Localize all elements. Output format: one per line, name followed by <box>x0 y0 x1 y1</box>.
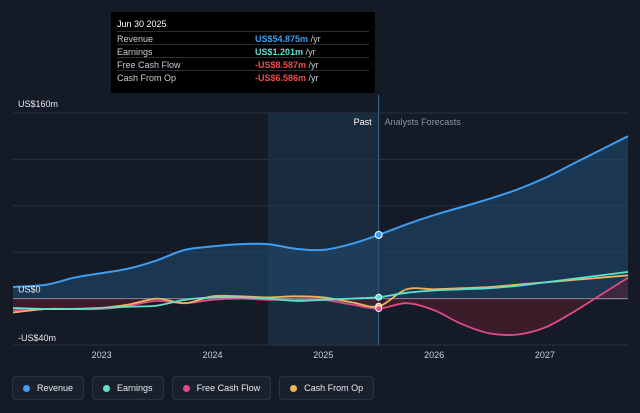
x-tick-label: 2026 <box>424 350 444 360</box>
free-cash-flow-marker <box>375 305 383 313</box>
y-tick-label: -US$40m <box>18 333 56 343</box>
x-tick-label: 2023 <box>92 350 112 360</box>
tooltip-value-text: US$1.201m <box>255 47 304 57</box>
tooltip-row-earnings: Earnings US$1.201m /yr <box>117 44 369 58</box>
legend: Revenue Earnings Free Cash Flow Cash Fro… <box>12 376 375 400</box>
tooltip-value: US$1.201m /yr <box>255 47 316 57</box>
tooltip-value: -US$8.587m /yr <box>255 60 319 70</box>
legend-label: Free Cash Flow <box>196 383 261 393</box>
tooltip-value: US$54.875m /yr <box>255 34 321 44</box>
tooltip-value-text: -US$8.587m <box>255 60 307 70</box>
free-cash-flow-dot-icon <box>182 384 190 392</box>
earnings-dot-icon <box>103 384 111 392</box>
legend-item-revenue[interactable]: Revenue <box>12 376 85 400</box>
free-cash-flow-area <box>13 277 628 336</box>
tooltip-date: Jun 30 2025 <box>117 19 167 29</box>
x-tick-label: 2027 <box>535 350 555 360</box>
earnings-marker <box>375 293 383 301</box>
revenue-area <box>13 136 628 299</box>
tooltip-row-revenue: Revenue US$54.875m /yr <box>117 31 369 45</box>
past-label: Past <box>354 117 373 127</box>
past-highlight-region <box>267 113 379 345</box>
tooltip-value-text: -US$6.586m <box>255 73 307 83</box>
tooltip-label: Free Cash Flow <box>117 60 181 70</box>
legend-item-cash-from-op[interactable]: Cash From Op <box>279 376 375 400</box>
x-tick-label: 2025 <box>313 350 333 360</box>
legend-label: Earnings <box>117 383 153 393</box>
legend-label: Cash From Op <box>304 383 364 393</box>
legend-item-free-cash-flow[interactable]: Free Cash Flow <box>171 376 272 400</box>
tooltip-row-cfo: Cash From Op -US$6.586m /yr <box>117 70 369 84</box>
revenue-marker <box>374 230 383 239</box>
tooltip-label: Revenue <box>117 34 154 44</box>
tooltip-value-text: US$54.875m <box>255 34 309 44</box>
forecast-label: Analysts Forecasts <box>385 117 462 127</box>
tooltip-unit: /yr <box>310 34 321 44</box>
earnings-line <box>12 271 629 311</box>
legend-item-earnings[interactable]: Earnings <box>92 376 164 400</box>
legend-label: Revenue <box>37 383 74 393</box>
tooltip-row-fcf: Free Cash Flow -US$8.587m /yr <box>117 57 369 71</box>
cash-from-op-dot-icon <box>290 384 298 392</box>
revenue-dot-icon <box>23 384 30 392</box>
x-tick-label: 2024 <box>202 350 222 360</box>
y-tick-label: US$160m <box>18 99 58 109</box>
tooltip-unit: /yr <box>305 47 316 57</box>
y-tick-label: US$0 <box>18 285 41 295</box>
tooltip-unit: /yr <box>308 73 319 83</box>
tooltip-label: Cash From Op <box>117 73 177 83</box>
revenue-line <box>12 135 629 288</box>
tooltip: Jun 30 2025 Revenue US$54.875m /yr Earni… <box>111 12 375 93</box>
tooltip-value: -US$6.586m /yr <box>255 73 319 83</box>
tooltip-unit: /yr <box>308 60 319 70</box>
tooltip-label: Earnings <box>117 47 153 57</box>
